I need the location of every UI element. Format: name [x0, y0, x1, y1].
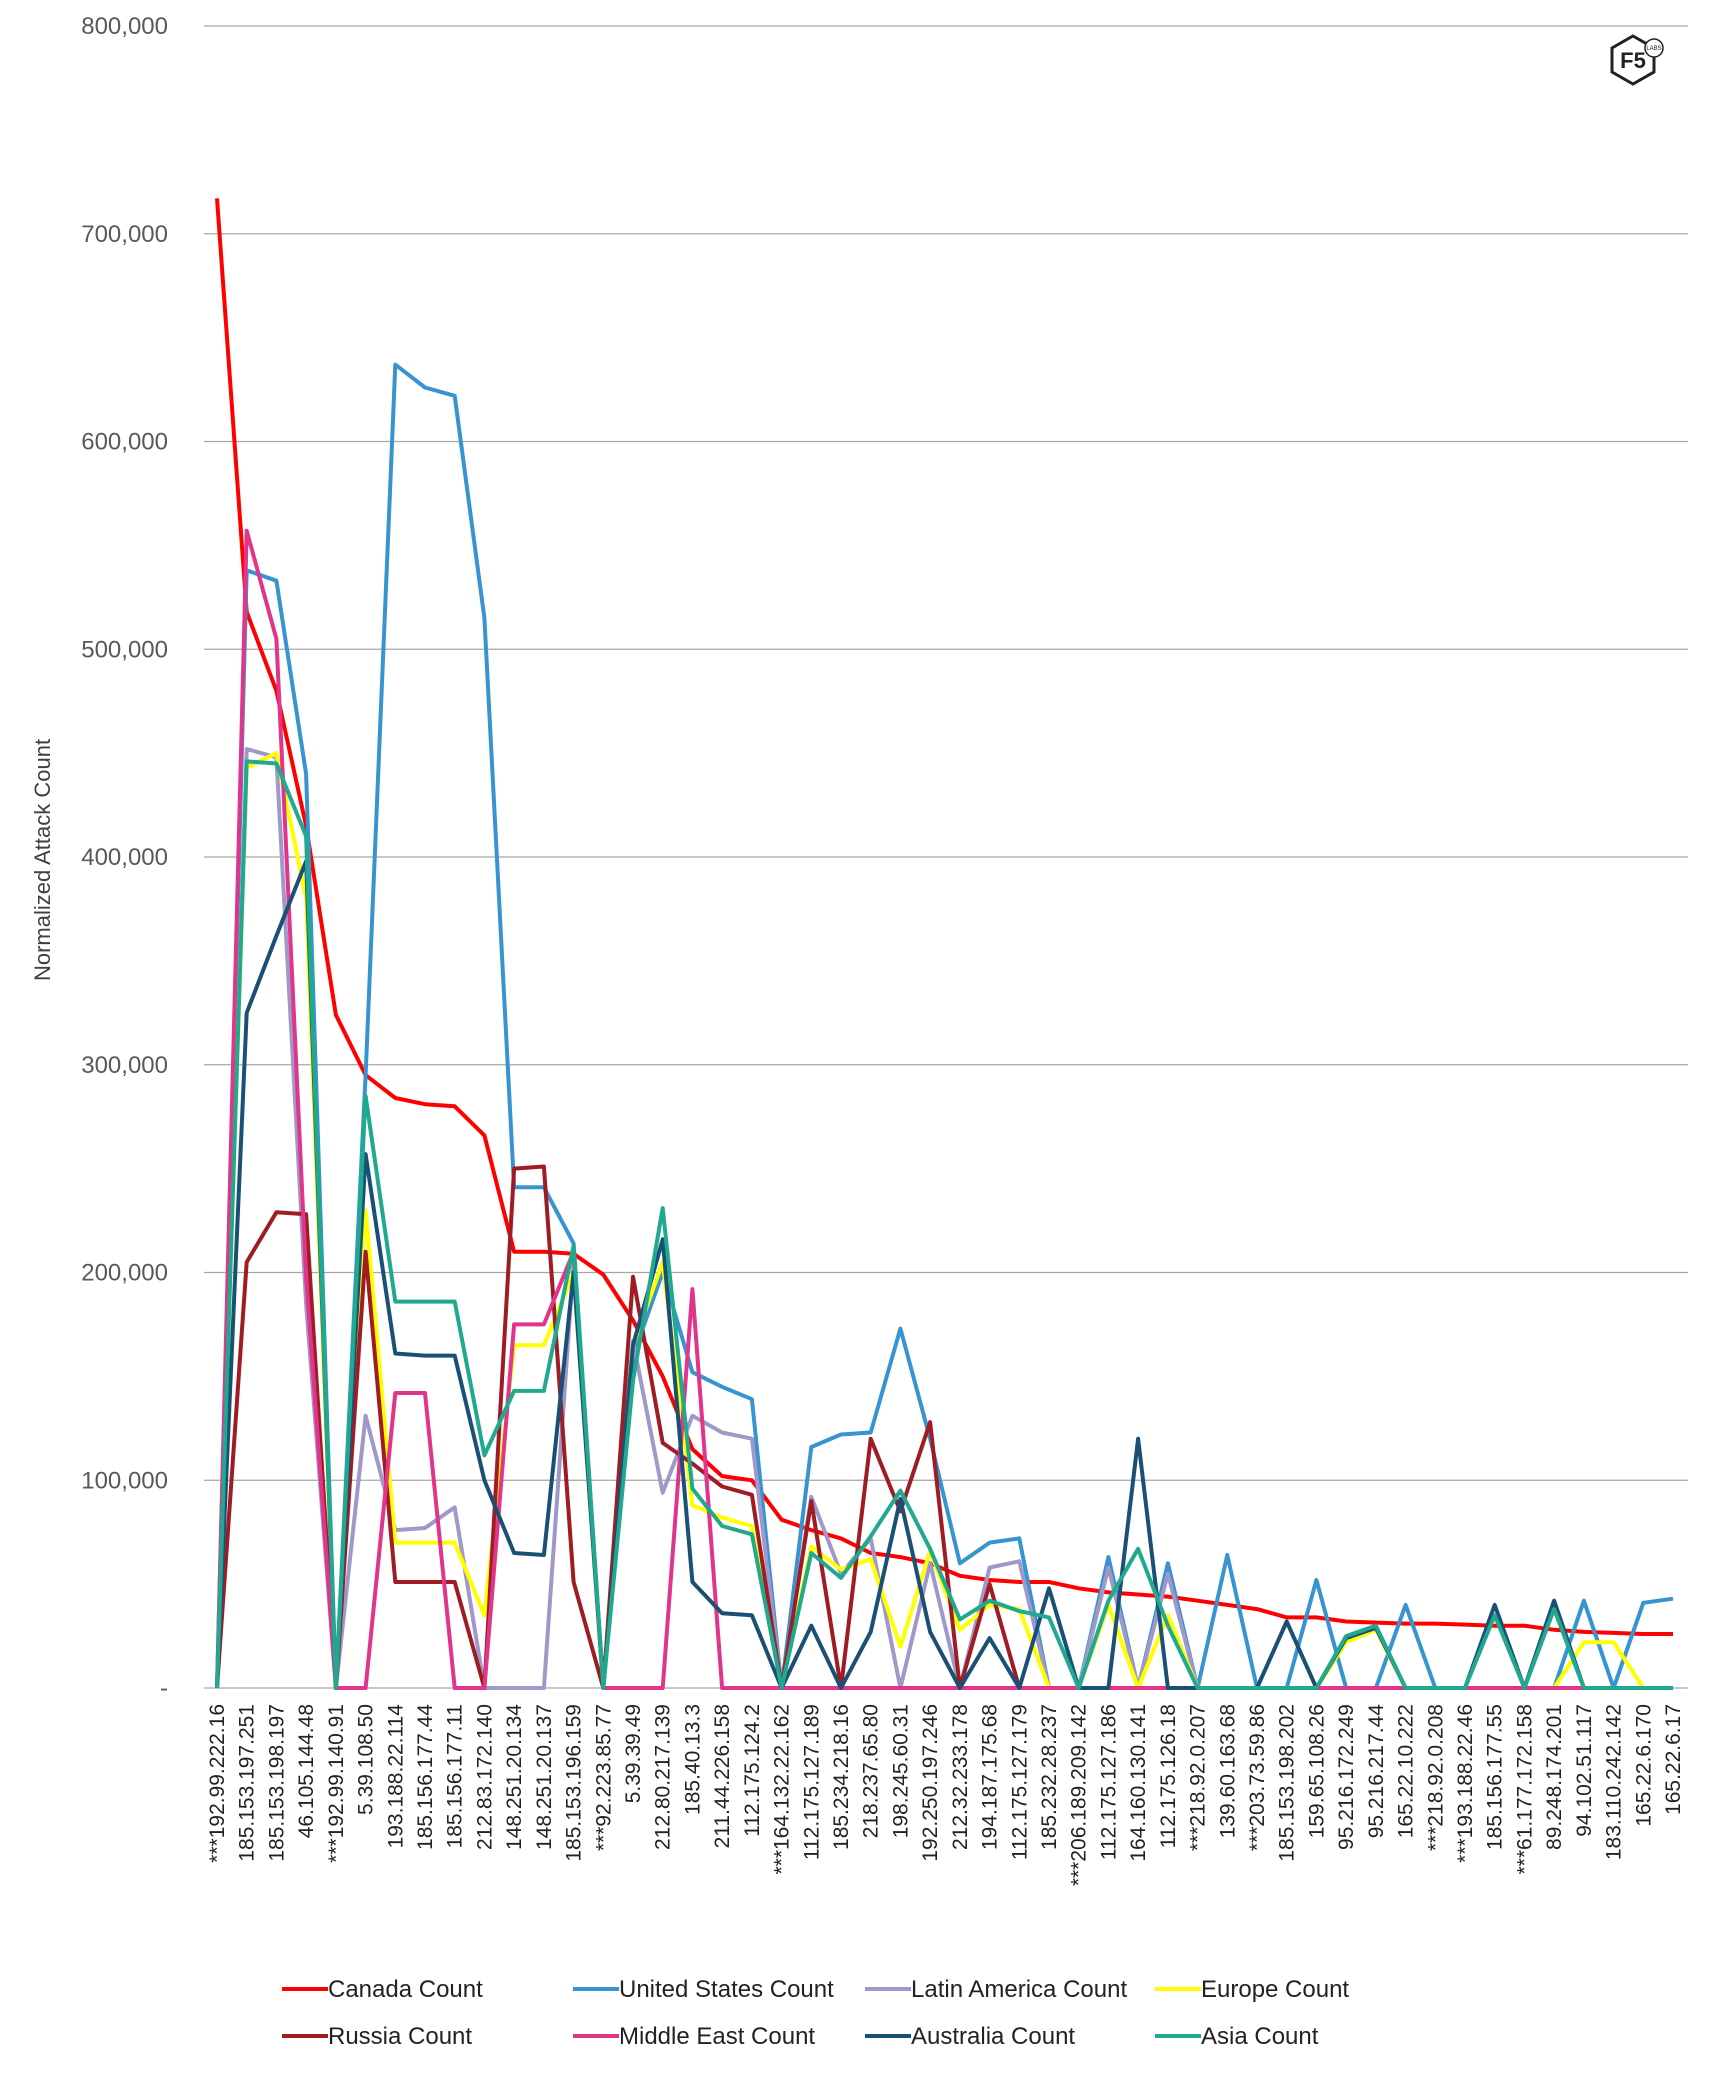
- x-tick-label: ***164.132.22.162: [771, 1704, 794, 1875]
- legend-label: Russia Count: [328, 2023, 472, 2050]
- x-tick-label: 165.22.6.170: [1632, 1704, 1655, 1827]
- x-tick-label: 212.32.233.178: [949, 1704, 972, 1850]
- x-tick-label: ***192.99.140.91: [325, 1704, 348, 1863]
- x-tick-label: 94.102.51.117: [1573, 1704, 1596, 1837]
- x-tick-label: 112.175.127.179: [1008, 1704, 1031, 1860]
- x-tick-label: 185.156.177.44: [414, 1704, 437, 1850]
- x-tick-label: 183.110.242.142: [1603, 1704, 1626, 1860]
- x-tick-label: 185.156.177.11: [444, 1704, 467, 1848]
- x-tick-label: 5.39.108.50: [355, 1704, 378, 1815]
- y-tick-label: 700,000: [81, 221, 168, 248]
- legend-label: Europe Count: [1201, 1976, 1349, 2003]
- x-tick-label: 185.232.28.237: [1038, 1704, 1061, 1850]
- f5-labs-logo: F5 LABS: [1610, 34, 1664, 86]
- y-tick-label: 200,000: [81, 1260, 168, 1287]
- x-tick-label: ***206.189.209.142: [1068, 1704, 1091, 1886]
- y-tick-label: -: [160, 1675, 168, 1702]
- logo-subtext: LABS: [1646, 46, 1661, 52]
- y-axis-ticks: - 100,000 200,000 300,000 400,000 500,000 600,…: [81, 13, 168, 1702]
- x-tick-label: 148.251.20.134: [503, 1704, 526, 1850]
- x-tick-label: 5.39.39.49: [622, 1704, 645, 1803]
- x-tick-label: 89.248.174.201: [1543, 1704, 1566, 1850]
- x-tick-label: 95.216.217.44: [1365, 1704, 1388, 1839]
- logo-badge-icon: [1644, 38, 1664, 58]
- x-tick-label: 198.245.60.31: [889, 1704, 912, 1838]
- legend: Canada Count United States Count Latin Ame…: [282, 1976, 1349, 2050]
- legend-label: Asia Count: [1201, 2023, 1319, 2050]
- y-tick-label: 400,000: [81, 844, 168, 871]
- x-tick-label: 164.160.130.141: [1127, 1704, 1150, 1862]
- x-tick-label: ***218.92.0.208: [1424, 1704, 1447, 1851]
- x-tick-label: 112.175.127.189: [800, 1704, 823, 1860]
- series-line: [215, 1164, 1673, 1690]
- x-tick-label: 212.83.172.140: [473, 1704, 496, 1850]
- legend-label: Middle East Count: [619, 2023, 815, 2050]
- x-tick-label: 112.175.126.18: [1157, 1704, 1180, 1848]
- x-tick-label: 218.237.65.80: [860, 1704, 883, 1838]
- legend-label: Latin America Count: [911, 1976, 1127, 2003]
- x-tick-label: 185.153.197.251: [236, 1704, 259, 1862]
- x-tick-label: 165.22.6.17: [1662, 1704, 1685, 1815]
- x-tick-label: ***218.92.0.207: [1187, 1704, 1210, 1851]
- series-line: [215, 528, 1673, 1690]
- x-tick-label: 139.60.163.68: [1216, 1704, 1239, 1838]
- legend-label: United States Count: [619, 1976, 834, 2003]
- x-tick-label: 185.40.13.3: [681, 1704, 704, 1815]
- y-tick-label: 600,000: [81, 429, 168, 456]
- series-line: [215, 362, 1674, 1690]
- x-tick-label: 112.175.127.186: [1097, 1704, 1120, 1860]
- y-tick-label: 500,000: [81, 636, 168, 663]
- x-tick-label: 185.234.218.16: [830, 1704, 853, 1850]
- x-tick-label: ***192.99.222.16: [206, 1704, 229, 1863]
- x-tick-label: 193.188.22.114: [384, 1704, 407, 1849]
- x-tick-label: 165.22.10.222: [1395, 1704, 1418, 1838]
- x-tick-label: 159.65.108.26: [1305, 1704, 1328, 1838]
- x-tick-label: 46.105.144.48: [295, 1704, 318, 1838]
- logo-text: F5: [1620, 48, 1646, 73]
- x-tick-label: ***203.73.59.86: [1246, 1704, 1269, 1851]
- x-tick-label: 192.250.197.246: [919, 1704, 942, 1862]
- x-tick-label: ***193.188.22.46: [1454, 1704, 1477, 1863]
- x-tick-label: ***61.177.172.158: [1513, 1704, 1536, 1875]
- x-tick-label: 185.153.198.197: [265, 1704, 288, 1862]
- y-tick-label: 800,000: [81, 13, 168, 40]
- x-tick-label: 194.187.175.68: [979, 1704, 1002, 1850]
- series-line: [215, 198, 1673, 1636]
- x-tick-label: ***92.223.85.77: [592, 1704, 615, 1851]
- y-axis-label: Normalized Attack Count: [30, 739, 55, 981]
- x-tick-label: 185.153.196.159: [563, 1704, 586, 1862]
- series-line: [215, 759, 1673, 1690]
- series-lines: [215, 198, 1674, 1690]
- x-tick-label: 148.251.20.137: [533, 1704, 556, 1850]
- gridlines: [204, 25, 1688, 1689]
- x-tick-label: 185.153.198.202: [1276, 1704, 1299, 1862]
- y-tick-label: 300,000: [81, 1052, 168, 1079]
- x-tick-label: 211.44.226.158: [711, 1704, 734, 1848]
- x-tick-label: 212.80.217.139: [652, 1704, 675, 1850]
- y-tick-label: 100,000: [81, 1467, 168, 1494]
- legend-label: Canada Count: [328, 1976, 483, 2003]
- legend-label: Australia Count: [911, 2023, 1075, 2050]
- x-tick-label: 112.175.124.2: [741, 1704, 764, 1837]
- x-axis-ticks: ***192.99.222.16 185.153.197.251 185.153.1…: [206, 1704, 1685, 1886]
- x-tick-label: 185.156.177.55: [1484, 1704, 1507, 1850]
- x-tick-label: 95.216.172.249: [1335, 1704, 1358, 1850]
